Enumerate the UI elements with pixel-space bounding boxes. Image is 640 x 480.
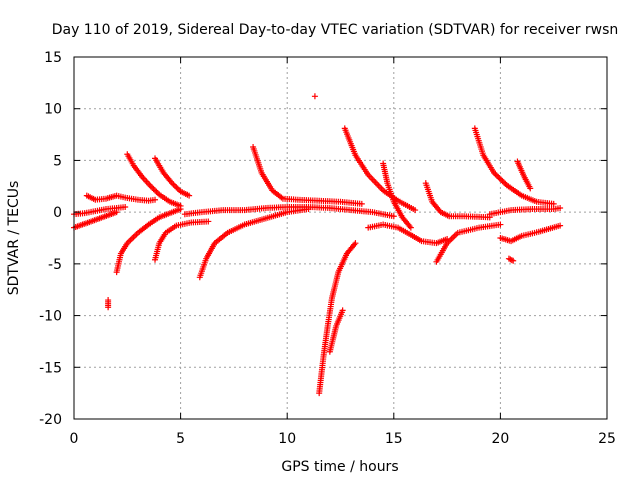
series-arc16 [380, 160, 414, 231]
data-point [557, 205, 564, 212]
data-point [152, 187, 159, 194]
data-point [352, 240, 359, 247]
data-point [557, 222, 564, 229]
series-arc8 [152, 218, 212, 263]
data-point [508, 257, 515, 264]
y-tick-label: 10 [44, 102, 62, 118]
x-tick-label: 5 [176, 431, 185, 447]
series-arc18 [422, 180, 493, 221]
series-arc10 [181, 203, 397, 220]
y-tick-label: -10 [39, 309, 62, 325]
series-arc7 [152, 155, 193, 199]
chart-title: Day 110 of 2019, Sidereal Day-to-day VTE… [52, 22, 619, 38]
data-point [510, 257, 517, 264]
y-tick-label: -5 [48, 257, 62, 273]
series-arc6 [124, 151, 184, 209]
series-arc21 [514, 158, 534, 192]
data-point [149, 184, 156, 191]
y-axis-label: SDTVAR / TECUs [6, 181, 22, 296]
data-point [339, 307, 346, 314]
data-point [495, 173, 502, 180]
series-arc22 [497, 222, 564, 245]
series-arc15 [341, 125, 419, 214]
data-point [496, 175, 503, 182]
data-point [358, 200, 365, 207]
x-axis-label: GPS time / hours [281, 459, 398, 475]
data-point [205, 218, 212, 225]
plot-frame [73, 56, 608, 420]
series-arc5 [113, 206, 184, 276]
series-arc23 [505, 255, 517, 264]
data-point [498, 176, 505, 183]
data-point [527, 185, 534, 192]
series-arc20 [471, 125, 557, 207]
series-arc13 [316, 240, 359, 397]
data-point [311, 93, 318, 100]
series-arc4 [105, 297, 112, 311]
y-tick-label: 0 [53, 205, 62, 221]
data-point [550, 200, 557, 207]
series-arc2 [71, 209, 120, 231]
series-arc19 [433, 221, 504, 265]
x-tick-label: 20 [491, 431, 509, 447]
series-arc17 [365, 221, 451, 247]
series-arc24 [486, 205, 564, 218]
data-point [152, 196, 159, 203]
data-point [122, 203, 129, 210]
data-point [497, 221, 504, 228]
data-point [407, 224, 414, 231]
data-point [493, 172, 500, 179]
y-tick-label: 5 [53, 153, 62, 169]
data-points [71, 93, 564, 397]
x-tick-label: 15 [385, 431, 403, 447]
data-point [390, 213, 397, 220]
data-point [507, 256, 514, 263]
axes: 0 5 10 15 20 25 15 10 5 0 -5 -10 -15 -20 [39, 50, 616, 447]
data-point [174, 185, 181, 192]
series-arc1 [71, 203, 129, 218]
y-tick-label: -20 [39, 412, 62, 428]
x-tick-label: 25 [598, 431, 616, 447]
data-point [412, 207, 419, 214]
y-tick-label: -15 [39, 360, 62, 376]
data-point [177, 202, 184, 209]
series-arc9 [196, 206, 312, 281]
series-arc14 [326, 307, 346, 355]
x-tick-label: 10 [278, 431, 296, 447]
series-arc12 [311, 93, 318, 100]
data-point [113, 209, 120, 216]
data-point [150, 186, 157, 193]
series-arc11 [250, 143, 365, 207]
data-point [105, 304, 112, 311]
y-tick-label: 15 [44, 50, 62, 66]
series-arc3 [83, 192, 159, 204]
data-point [171, 182, 178, 189]
data-point [500, 179, 507, 186]
data-point [173, 184, 180, 191]
data-point [153, 188, 160, 195]
data-point [186, 192, 193, 199]
x-tick-label: 0 [70, 431, 79, 447]
grid [74, 57, 607, 419]
